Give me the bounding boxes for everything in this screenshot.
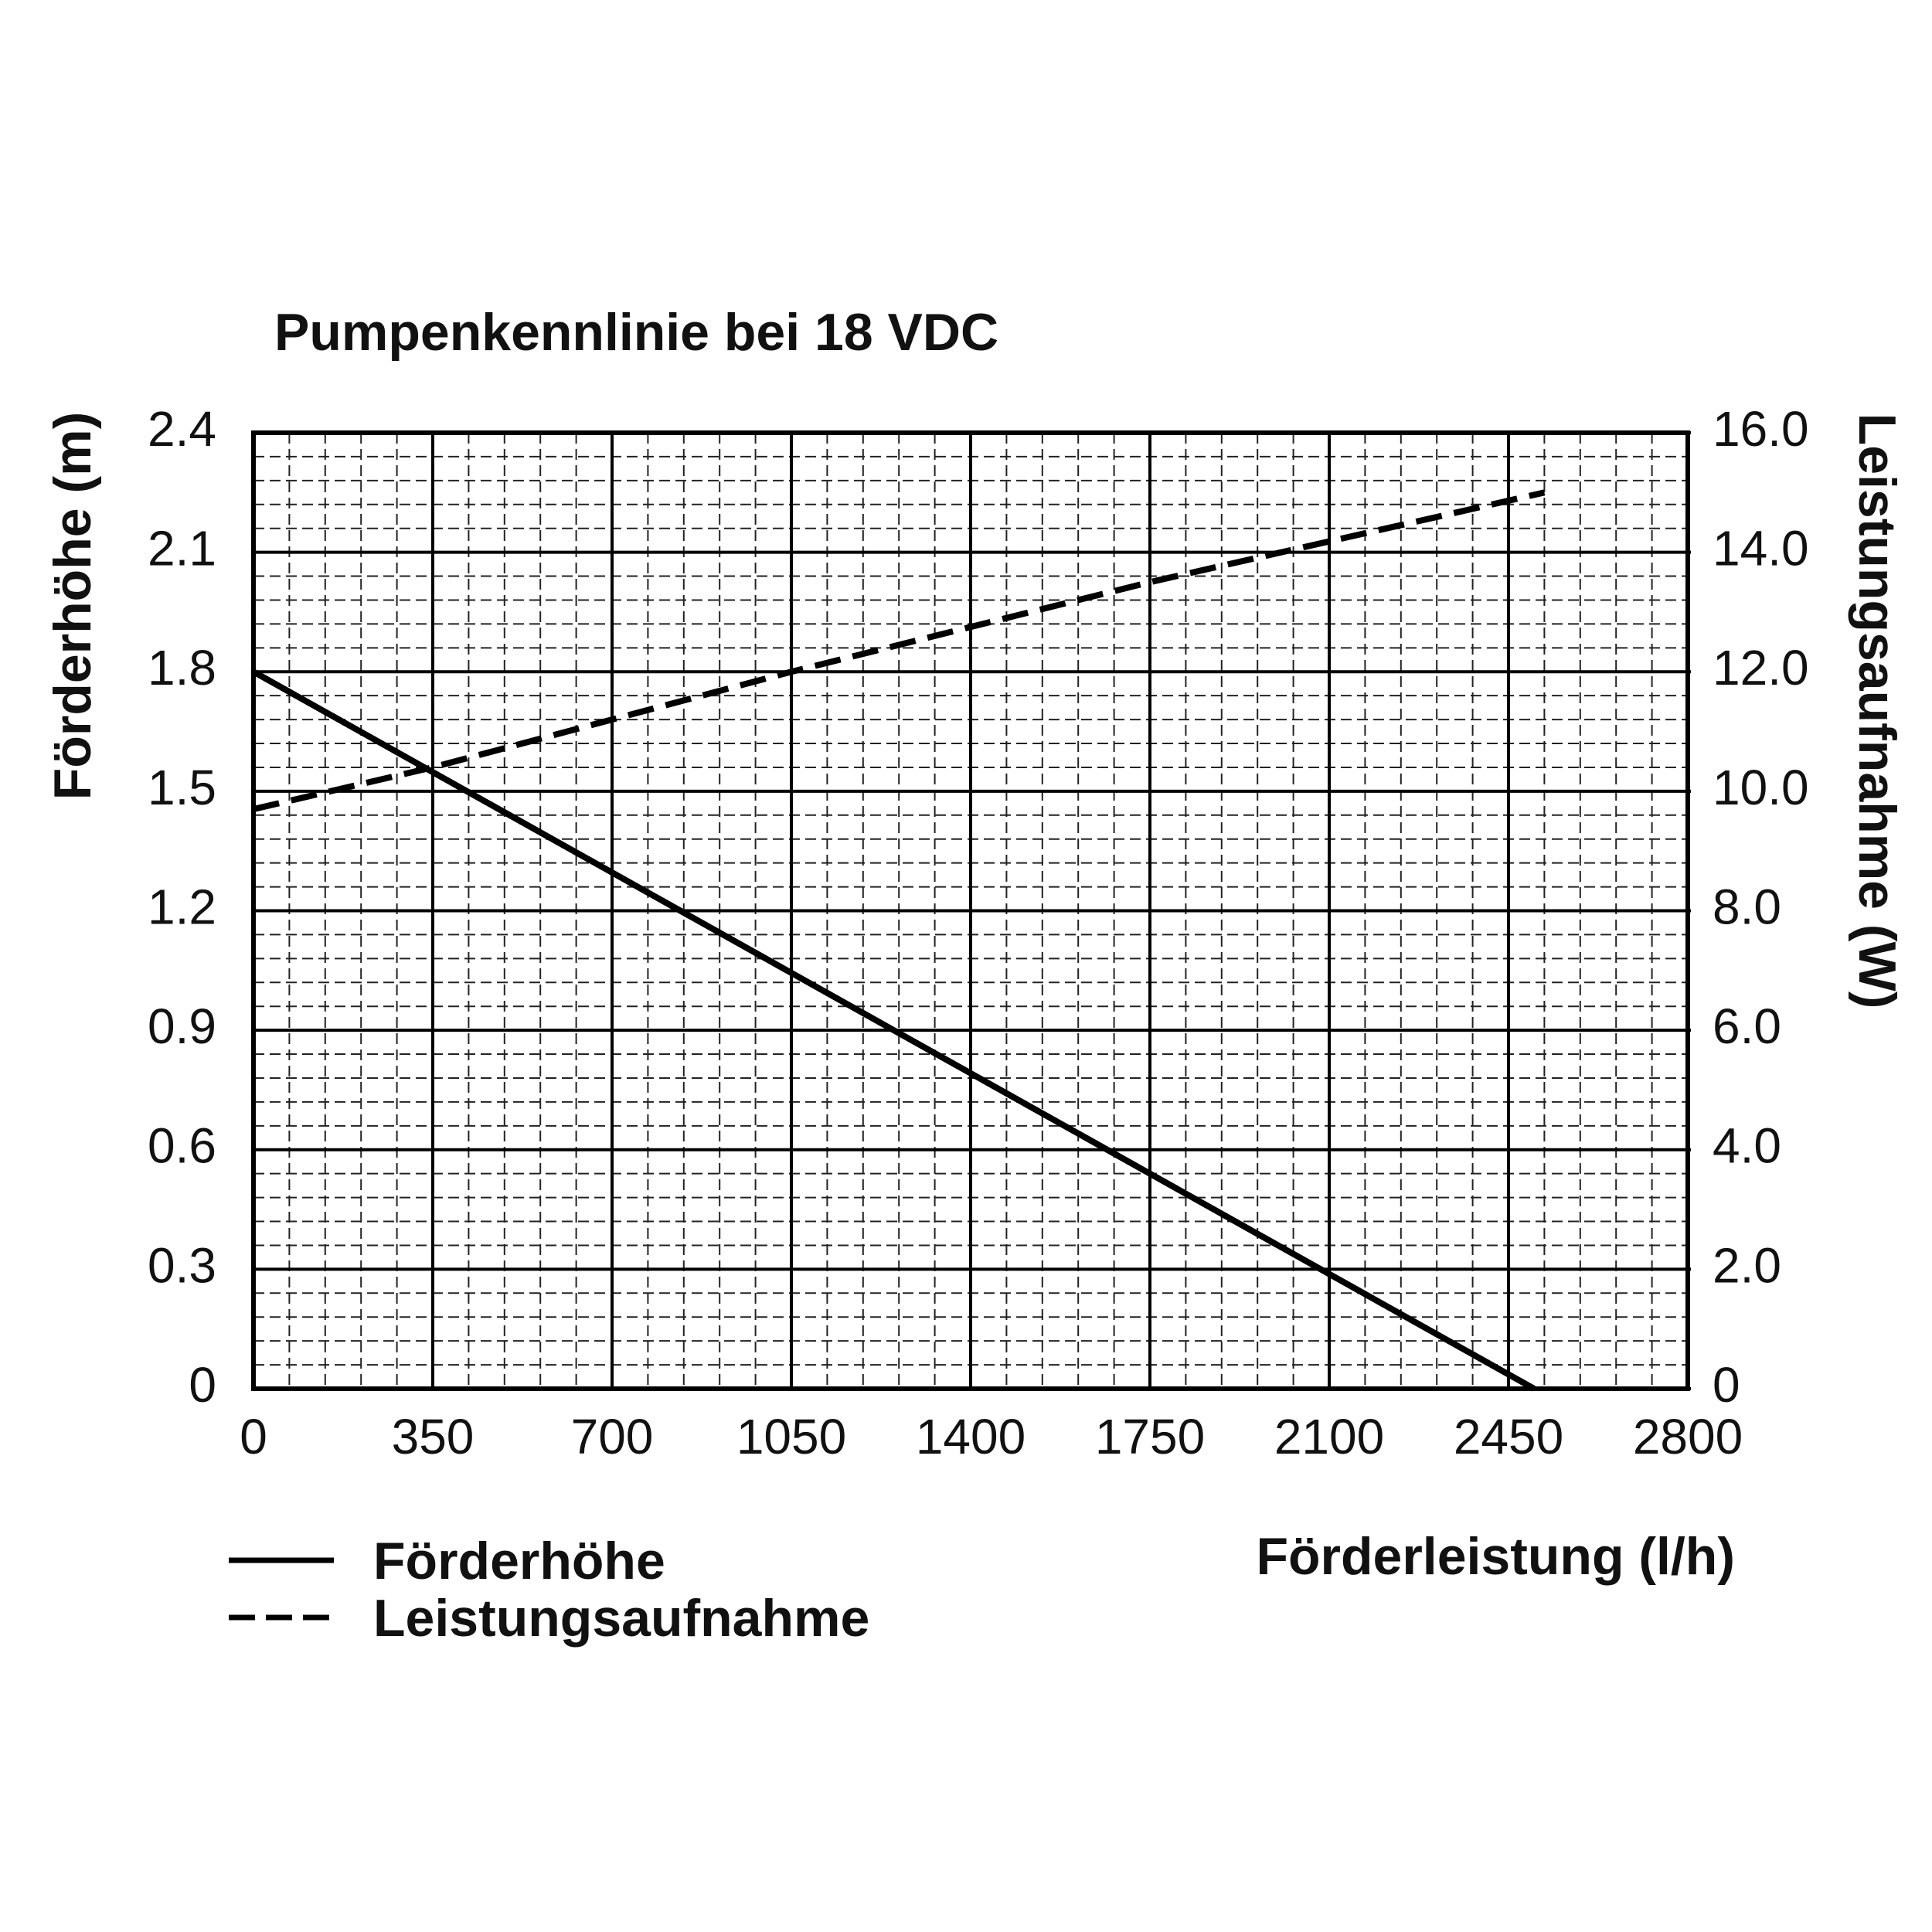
y-tick-label: 1.8 xyxy=(148,640,216,696)
x-tick-label: 1400 xyxy=(916,1409,1026,1464)
x-tick-label: 2100 xyxy=(1274,1409,1384,1464)
y-tick-label: 0.9 xyxy=(148,998,216,1054)
legend-label: Förderhöhe xyxy=(373,1532,665,1590)
y2-tick-label: 0 xyxy=(1713,1357,1740,1413)
series-line xyxy=(252,668,1536,1392)
y2-tick-label: 16.0 xyxy=(1713,401,1809,457)
x-tick-label: 2800 xyxy=(1633,1409,1743,1464)
y-tick-label: 1.2 xyxy=(148,879,216,934)
y2-axis-label: Leistungsaufnahme (W) xyxy=(1848,413,1906,1009)
x-tick-label: 2450 xyxy=(1454,1409,1563,1464)
y2-tick-label: 8.0 xyxy=(1713,879,1781,934)
y-axis-label: Förderhöhe (m) xyxy=(43,412,102,800)
y-tick-label: 0 xyxy=(189,1357,216,1413)
y-tick-label: 2.4 xyxy=(148,401,216,457)
plot-frame xyxy=(251,430,1690,1391)
x-tick-label: 700 xyxy=(571,1409,654,1464)
y-tick-label: 0.3 xyxy=(148,1237,216,1293)
x-tick-label: 1750 xyxy=(1095,1409,1205,1464)
x-tick-label: 0 xyxy=(240,1409,267,1464)
chart-title: Pumpenkennlinie bei 18 VDC xyxy=(274,303,998,362)
legend-label: Leistungsaufnahme xyxy=(373,1589,869,1648)
x-tick-label: 350 xyxy=(392,1409,474,1464)
y2-tick-label: 12.0 xyxy=(1713,640,1809,696)
y-tick-label: 1.5 xyxy=(148,760,216,815)
y2-tick-label: 10.0 xyxy=(1713,760,1809,815)
x-tick-label: 1050 xyxy=(736,1409,846,1464)
y2-tick-label: 6.0 xyxy=(1713,998,1781,1054)
series-line xyxy=(253,489,1546,812)
y-tick-label: 0.6 xyxy=(148,1118,216,1174)
y2-tick-label: 2.0 xyxy=(1713,1237,1781,1293)
y2-tick-label: 14.0 xyxy=(1713,521,1809,577)
x-axis-label: Förderleistung (l/h) xyxy=(1256,1527,1735,1586)
y2-tick-label: 4.0 xyxy=(1713,1118,1781,1174)
y-tick-label: 2.1 xyxy=(148,521,216,577)
